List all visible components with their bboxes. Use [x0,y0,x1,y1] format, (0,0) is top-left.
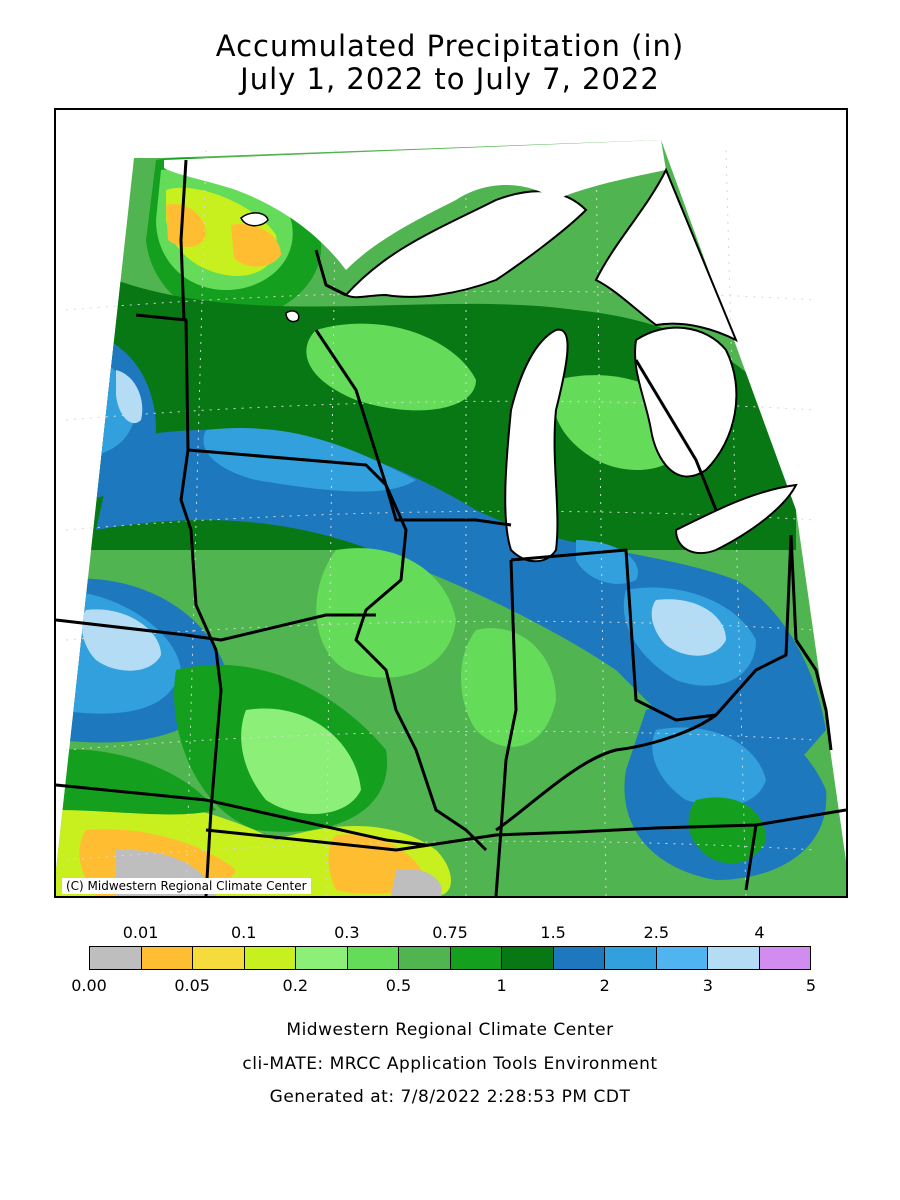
legend-tick-label: 3 [702,976,713,995]
precip-zone [652,727,766,806]
legend-swatch [347,947,399,969]
border-mn-wi-north [314,249,347,297]
legend-tick-label: 1.5 [540,923,566,942]
legend-tick-label: 0.3 [334,923,360,942]
legend-swatch [90,947,142,969]
color-legend-bar [89,946,811,970]
legend-tick-label: 1 [496,976,507,995]
border-ne-ks [56,613,376,642]
legend-tick-label: 2 [599,976,610,995]
precip-zone [391,869,442,896]
legend-tick-label: 0.00 [71,976,107,995]
border-oh-pa [789,534,798,641]
border-wv [794,639,833,751]
legend-tick-label: 0.75 [432,923,468,942]
border-in-oh [510,534,793,722]
precipitation-map: (C) Midwestern Regional Climate Center [54,108,848,898]
border-ky-in [495,713,717,832]
border-western [179,449,223,896]
red-lake [240,212,269,227]
map-date-range: July 1, 2022 to July 7, 2022 [240,62,660,96]
legend-swatch [708,947,760,969]
map-title: Accumulated Precipitation (in) [215,29,685,63]
state-borders [56,159,846,896]
border-nd-mn [179,159,188,321]
map-canvas [56,140,846,896]
precip-zone [651,599,726,656]
legend-swatch [244,947,296,969]
legend-tick-label: 5 [805,976,817,995]
lake-huron [634,326,738,478]
precip-zone [231,224,281,267]
legend-tick-label: 4 [754,923,765,942]
border-mn-ia-wi [135,313,512,527]
precip-zone [461,628,556,747]
legend-swatch [553,947,605,969]
legend-swatch [450,947,502,969]
footer-organization: Midwestern Regional Climate Center [286,1020,614,1040]
precip-zone [576,540,638,584]
precip-zone [166,204,206,247]
footer-generated-time: Generated at: 7/8/2022 2:28:53 PM CDT [269,1087,631,1107]
legend-tick-label: 0.2 [282,976,309,995]
border-ks-ok [56,783,427,847]
legend-tick-label: 0.05 [174,976,210,995]
legend-tick-label: 2.5 [643,923,670,942]
border-il-west [354,484,488,852]
legend-swatch [399,947,451,969]
mille-lacs [285,310,300,323]
legend-tick-label: 0.01 [122,923,159,942]
lake-michigan [504,328,569,563]
map-credit: (C) Midwestern Regional Climate Center [62,878,311,894]
lake-superior [344,190,588,299]
precip-zone [306,323,476,411]
border-il-in [494,559,518,896]
legend-tick-label: 0.1 [230,923,257,942]
border-tn-ky-east [744,824,758,891]
great-lakes [344,190,798,563]
legend-swatch [141,947,193,969]
precip-zone [316,548,456,678]
footer-tool-name: cli-MATE: MRCC Application Tools Environ… [242,1054,658,1074]
legend-swatch [605,947,657,969]
precip-zone [116,370,143,424]
small-lakes [240,212,300,323]
lake-erie [674,483,798,555]
legend-tick-label: 0.5 [385,976,412,995]
legend-swatch [193,947,245,969]
michigan-upper-land [594,167,738,343]
legend-swatch [656,947,708,969]
precip-zone [96,429,826,810]
legend-swatch [296,947,348,969]
canada-land [164,140,666,270]
border-wi-west [314,329,388,486]
border-mi-lp [634,359,718,511]
legend-swatch [759,947,810,969]
legend-swatch [502,947,554,969]
